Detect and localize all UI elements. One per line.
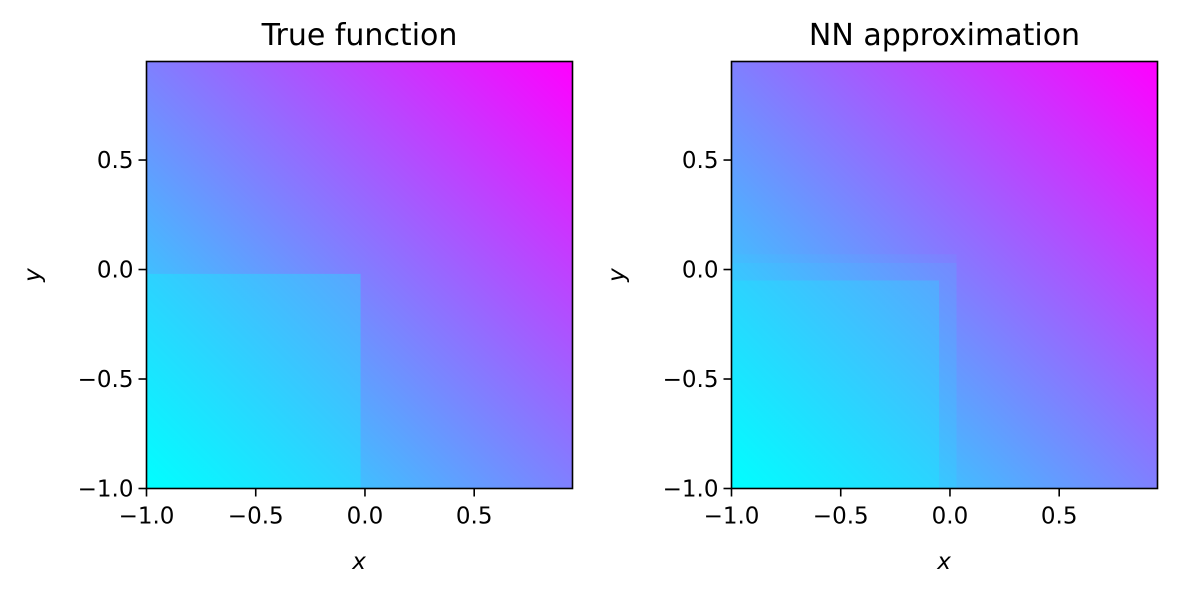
axes-frame	[145, 60, 574, 490]
heatmap-plot-area	[731, 61, 1158, 489]
y-axis-label: y	[604, 268, 630, 283]
x-tick-label: −0.5	[813, 504, 869, 530]
x-tick-label: 0.0	[932, 504, 969, 530]
y-tick-label: 0.0	[682, 258, 719, 284]
y-tick-label: 0.0	[97, 258, 134, 284]
axes-frame	[730, 60, 1159, 490]
x-axis-label: x	[936, 549, 951, 575]
y-tick-label: −1.0	[663, 477, 719, 503]
x-tick-label: −1.0	[119, 504, 175, 530]
panel-nn-approximation: NN approximation −1.0 −0.5 0.0 0.5 −1.0 −0.5…	[604, 18, 1159, 575]
y-tick-label: 0.5	[682, 148, 719, 174]
chart-title: True function	[261, 18, 458, 53]
y-tick-label: −1.0	[78, 477, 134, 503]
panel-true-function: True function −1.0 −0.5 0.0 0.5 −1.0 −0.5 0.0…	[20, 18, 574, 575]
x-axis-label: x	[351, 549, 366, 575]
chart-title: NN approximation	[809, 18, 1080, 53]
x-axis-ticks: −1.0 −0.5 0.0 0.5	[704, 488, 1078, 530]
x-tick-label: 0.5	[1041, 504, 1078, 530]
heatmap-region-low-region	[731, 280, 940, 489]
y-tick-label: −0.5	[663, 367, 719, 393]
x-tick-label: 0.0	[347, 504, 384, 530]
x-tick-label: −1.0	[704, 504, 760, 530]
x-axis-ticks: −1.0 −0.5 0.0 0.5	[119, 488, 493, 530]
x-tick-label: −0.5	[228, 504, 284, 530]
y-tick-label: −0.5	[78, 367, 134, 393]
y-axis-label: y	[20, 268, 46, 283]
x-tick-label: 0.5	[456, 504, 493, 530]
y-axis-ticks: −1.0 −0.5 0.0 0.5	[78, 148, 147, 503]
y-axis-ticks: −1.0 −0.5 0.0 0.5	[663, 148, 732, 503]
heatmap-plot-area	[146, 61, 573, 489]
heatmap-region-low-region	[146, 273, 361, 489]
y-tick-label: 0.5	[97, 148, 134, 174]
